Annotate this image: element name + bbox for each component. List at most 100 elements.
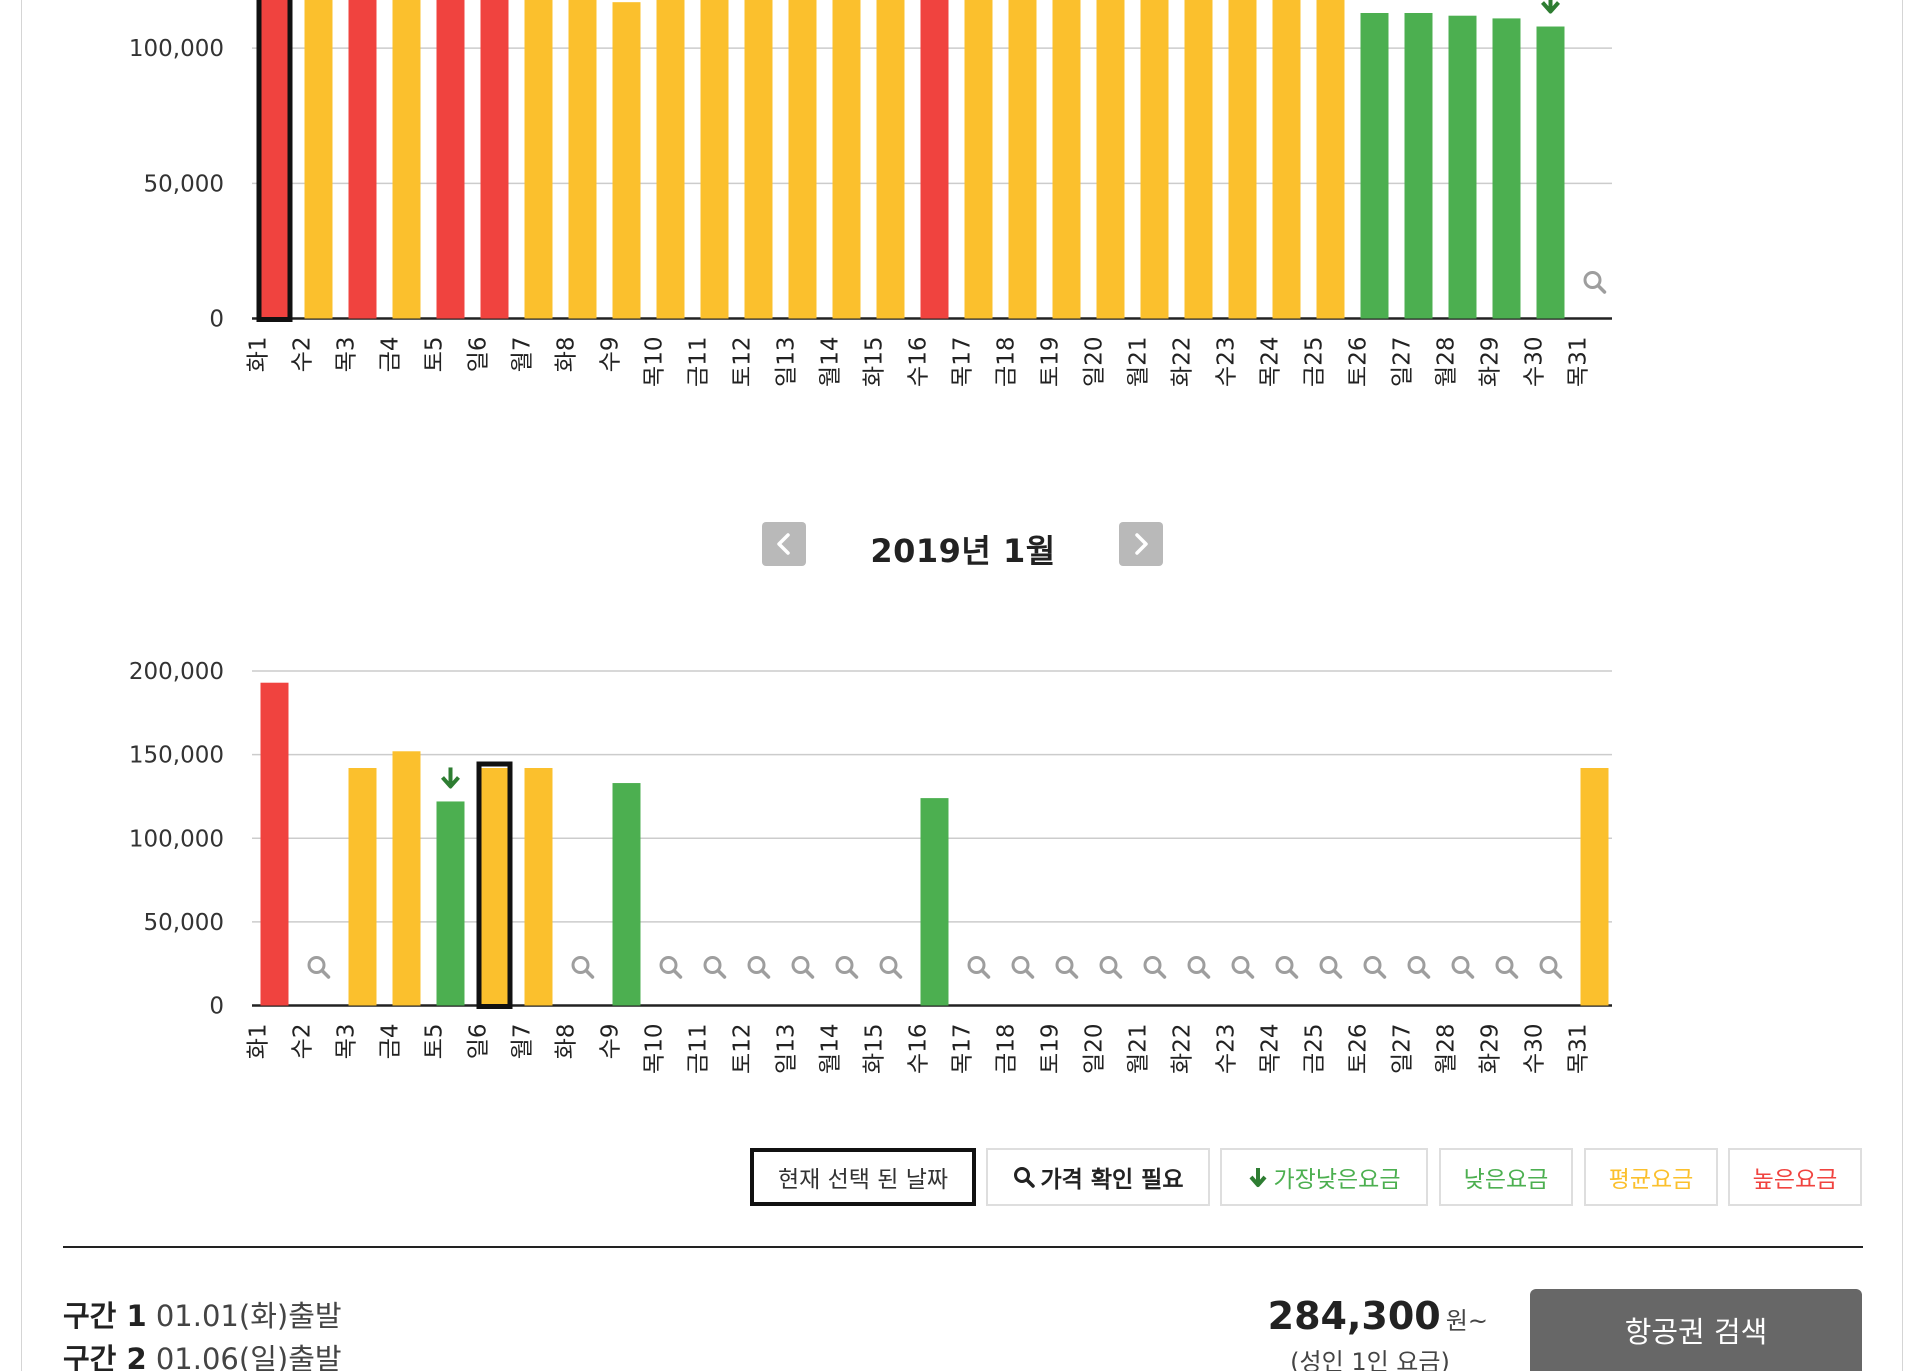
segment-2: 구간 2 01.06(일)출발: [63, 1336, 342, 1371]
legend-check-price: 가격 확인 필요: [986, 1148, 1210, 1206]
fare-bar: [1448, 15, 1477, 319]
fare-bar: [1140, 0, 1169, 319]
fare-bar: [392, 0, 421, 319]
search-lens: [1583, 271, 1602, 289]
search-lens: [1231, 956, 1250, 974]
date-label: 화29: [1478, 337, 1504, 387]
date-label: 토19: [1038, 1024, 1064, 1074]
price-amount: 284,300: [1267, 1294, 1441, 1338]
date-label: 화1: [246, 337, 272, 373]
legend-high-label: 높은요금: [1752, 1167, 1838, 1193]
search-lens: [1407, 956, 1426, 974]
price-check-search-icon: [967, 956, 991, 979]
date-label: 목31: [1566, 337, 1592, 387]
search-lens: [791, 956, 810, 974]
arrow-head: [441, 776, 460, 789]
date-label: 토26: [1346, 337, 1372, 387]
fare-bar: [1316, 0, 1345, 319]
fare-bar: [1536, 26, 1565, 319]
date-label: 토19: [1038, 337, 1064, 387]
date-label: 일6: [466, 1024, 492, 1060]
date-label: 월21: [1126, 1024, 1152, 1074]
search-lens: [571, 956, 590, 974]
date-label: 목10: [642, 1024, 668, 1074]
search-handle: [1596, 284, 1607, 294]
search-lens: [1143, 956, 1162, 974]
search-flights-button[interactable]: 항공권 검색: [1530, 1289, 1862, 1371]
prev-month-button[interactable]: [762, 522, 806, 566]
date-label: 수23: [1214, 1024, 1240, 1074]
search-handle: [1464, 969, 1475, 979]
search-handle: [1552, 969, 1563, 979]
date-label: 금25: [1302, 1024, 1328, 1074]
date-label: 일13: [774, 337, 800, 387]
search-lens: [1319, 956, 1338, 974]
date-label: 토5: [422, 1024, 448, 1060]
date-label: 수30: [1522, 337, 1548, 387]
search-lens: [307, 956, 326, 974]
legend-lowest: 가장낮은요금: [1220, 1148, 1428, 1206]
legend-average-label: 평균요금: [1608, 1167, 1694, 1193]
price-check-search-icon: [1363, 956, 1387, 979]
next-month-button[interactable]: [1119, 522, 1163, 566]
date-label: 수30: [1522, 1024, 1548, 1074]
legend-low-label: 낮은요금: [1463, 1167, 1549, 1193]
date-label: 일6: [466, 337, 492, 373]
fare-bar: [1228, 0, 1257, 319]
search-lens: [747, 956, 766, 974]
price-check-search-icon: [1187, 956, 1211, 979]
price-check-search-icon: [1495, 956, 1519, 979]
search-lens: [1539, 956, 1558, 974]
date-label: 월21: [1126, 337, 1152, 387]
price-check-search-icon: [1407, 956, 1431, 979]
date-label: 수9: [598, 1024, 624, 1060]
price-check-search-icon: [1275, 956, 1299, 979]
price-check-search-icon: [1451, 956, 1475, 979]
date-label: 수2: [290, 1024, 316, 1060]
fare-bar: [1272, 0, 1301, 319]
y-tick-label: 50,000: [144, 171, 224, 197]
search-lens: [659, 956, 678, 974]
fare-bar: [788, 0, 817, 319]
search-handle: [716, 969, 727, 979]
price-check-search-icon: [1055, 956, 1079, 979]
arrow-down-icon: [1249, 1168, 1267, 1187]
segment-1: 구간 1 01.01(화)출발: [63, 1293, 342, 1335]
segment-1-date: 01.01(화)출발: [155, 1299, 342, 1333]
lowest-fare-arrow-icon: [441, 767, 460, 789]
chevron-right-icon: [1135, 533, 1148, 555]
date-label: 목10: [642, 337, 668, 387]
date-label: 금11: [686, 337, 712, 387]
search-lens: [967, 956, 986, 974]
price-check-search-icon: [1583, 271, 1607, 294]
date-label: 금18: [994, 337, 1020, 387]
price-note: (성인 1인 요금): [1290, 1348, 1450, 1371]
date-label: 일13: [774, 1024, 800, 1074]
price-check-search-icon: [1231, 956, 1255, 979]
search-handle: [584, 969, 595, 979]
price-check-search-icon: [747, 956, 771, 979]
date-label: 목3: [334, 1024, 360, 1060]
date-label: 월14: [818, 1024, 844, 1074]
date-label: 일20: [1082, 1024, 1108, 1074]
date-label: 화8: [554, 337, 580, 373]
panel-right-border: [1902, 0, 1903, 1371]
price-check-search-icon: [703, 956, 727, 979]
date-label: 일27: [1390, 337, 1416, 387]
search-lens: [1495, 956, 1514, 974]
search-lens: [1187, 956, 1206, 974]
date-label: 목24: [1258, 337, 1284, 387]
y-tick-label: 0: [209, 307, 224, 333]
fare-chart-current-month: 0 50,000 100,000 150,000 200,000 화1 수2 목3 금4 토5 일6…: [129, 659, 1612, 1074]
date-label: 목31: [1566, 1024, 1592, 1074]
legend-selected-label: 현재 선택 된 날짜: [777, 1167, 949, 1193]
search-lens: [1363, 956, 1382, 974]
date-label: 월28: [1434, 1024, 1460, 1074]
date-label: 수23: [1214, 337, 1240, 387]
legend-check-price-label: 가격 확인 필요: [1040, 1167, 1184, 1193]
search-handle: [1112, 969, 1123, 979]
search-handle: [848, 969, 859, 979]
legend-selected-date: 현재 선택 된 날짜: [750, 1148, 976, 1206]
fare-bar: [260, 682, 289, 1006]
fare-bar: [744, 0, 773, 319]
